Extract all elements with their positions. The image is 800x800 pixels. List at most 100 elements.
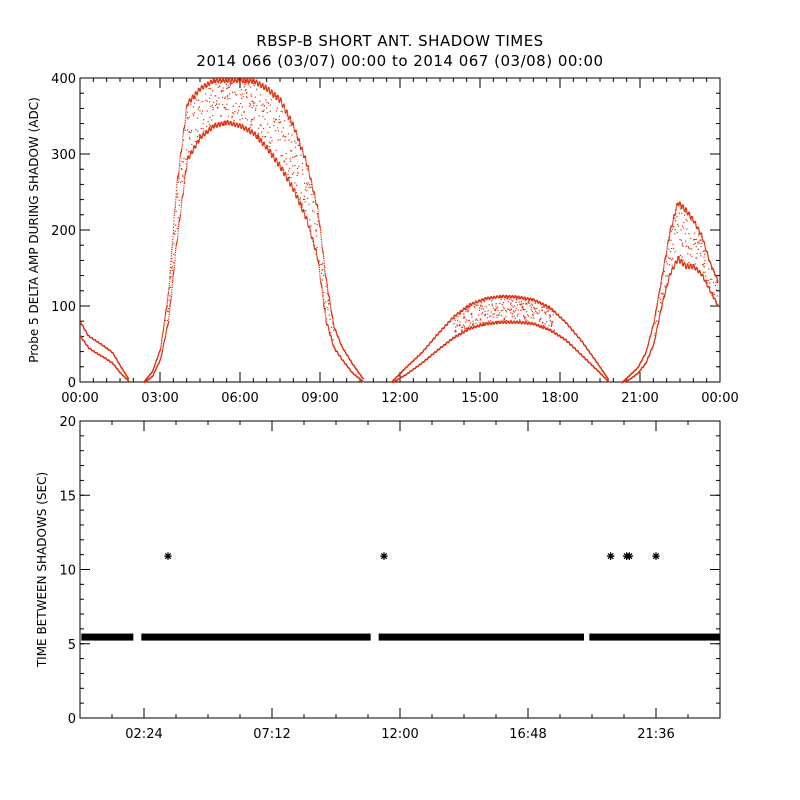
top-data-point [238, 79, 240, 81]
top-data-point [202, 128, 204, 130]
top-data-point [245, 128, 248, 130]
top-data-point [202, 123, 204, 125]
top-data-point [269, 90, 271, 92]
top-data-point [205, 132, 207, 134]
top-data-point [323, 256, 325, 258]
top-data-point [461, 326, 463, 328]
top-data-point [257, 133, 259, 135]
top-data-point [309, 228, 311, 230]
top-data-point [187, 103, 189, 105]
top-data-point [252, 131, 254, 133]
top-data-point [296, 132, 298, 134]
top-data-point [276, 159, 278, 161]
top-data-point [200, 89, 202, 91]
top-data-point [198, 88, 200, 90]
top-data-point [503, 307, 505, 310]
top-data-point [293, 126, 295, 128]
top-data-point [223, 122, 225, 124]
top-data-point [261, 86, 263, 88]
top-data-point [292, 188, 294, 190]
top-data-point [288, 181, 290, 184]
top-data-point [171, 258, 173, 260]
top-data-point [246, 129, 248, 131]
top-data-point [469, 306, 471, 308]
top-data-point [192, 151, 194, 154]
top-data-point [171, 284, 173, 286]
top-data-point [239, 124, 241, 127]
top-data-point [168, 289, 170, 291]
top-data-point [302, 149, 304, 151]
top-data-point [220, 123, 222, 125]
top-data-point [326, 281, 328, 283]
top-data-point [187, 156, 189, 158]
top-data-point [185, 163, 187, 165]
top-data-point [483, 300, 485, 302]
top-data-point [282, 134, 285, 136]
top-data-point [280, 110, 282, 112]
top-data-point [232, 79, 234, 81]
top-data-point [273, 93, 275, 95]
top-data-point [333, 322, 335, 324]
top-data-point [253, 134, 255, 136]
top-data-point [234, 91, 236, 93]
top-data-point [257, 135, 259, 137]
top-data-point [335, 332, 337, 334]
top-data-point [325, 319, 327, 321]
top-data-point [318, 263, 320, 265]
top-data-point [178, 171, 180, 173]
top-data-point [220, 115, 222, 117]
top-data-point [496, 314, 498, 316]
top-data-point [167, 294, 169, 297]
top-data-point [510, 319, 512, 322]
top-data-point [306, 220, 309, 222]
top-data-point [190, 152, 192, 155]
top-x-tick-label: 18:00 [541, 391, 578, 406]
top-data-point [325, 279, 328, 281]
top-data-point [223, 121, 225, 123]
top-data-point [473, 323, 475, 325]
top-data-point [167, 322, 169, 324]
top-data-point [179, 218, 181, 220]
top-data-point [234, 111, 236, 113]
top-data-point [181, 145, 183, 147]
top-data-point [247, 82, 249, 84]
top-data-point [454, 330, 456, 332]
top-data-point [477, 304, 479, 306]
top-data-point [276, 107, 278, 109]
top-data-point [177, 228, 179, 230]
top-data-point [323, 258, 325, 260]
top-data-point [302, 152, 304, 154]
top-data-point [322, 250, 324, 252]
top-data-point [262, 86, 265, 88]
top-data-point [164, 316, 166, 318]
top-data-point [463, 313, 465, 315]
top-data-point [275, 118, 277, 120]
top-data-point [179, 215, 181, 217]
top-data-point [273, 154, 275, 156]
top-data-point [290, 160, 292, 162]
top-data-point [495, 305, 497, 307]
top-data-point [482, 324, 484, 326]
top-data-point [246, 92, 248, 94]
top-data-point [238, 106, 240, 108]
top-data-point [181, 141, 184, 143]
top-data-point [264, 143, 266, 145]
top-data-point [250, 124, 252, 126]
top-data-point [259, 124, 261, 126]
top-data-point [511, 316, 513, 318]
top-data-point [171, 281, 173, 284]
top-data-point [175, 190, 177, 192]
top-data-point [242, 81, 244, 83]
top-data-point [192, 149, 194, 152]
top-data-point [162, 332, 164, 334]
top-data-point [268, 151, 270, 153]
top-data-point [163, 321, 165, 323]
top-data-point [162, 348, 164, 350]
top-x-tick-label: 15:00 [461, 391, 498, 406]
top-data-point [179, 164, 181, 166]
top-data-point [510, 308, 513, 310]
top-data-point [462, 326, 464, 328]
top-data-point [284, 110, 286, 112]
top-data-point [326, 283, 328, 286]
top-data-point [182, 134, 184, 136]
